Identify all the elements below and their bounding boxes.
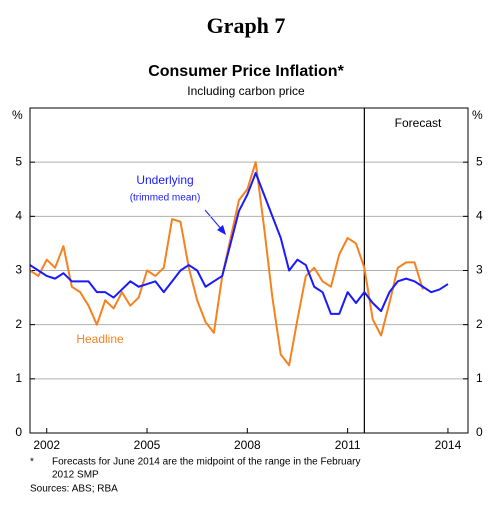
graph-number: Graph 7 [207, 13, 286, 38]
y-tick-label: 0 [476, 425, 483, 439]
sources: Sources: ABS; RBA [30, 484, 118, 495]
y-tick-label: 3 [476, 263, 483, 277]
x-tick-label: 2005 [134, 438, 161, 452]
footnote-line: 2012 SMP [52, 470, 99, 481]
annotation-arrow [204, 209, 223, 231]
y-tick-label: 4 [476, 209, 483, 223]
x-tick-label: 2002 [33, 438, 60, 452]
y-unit-right: % [472, 108, 483, 122]
plot-frame [29, 107, 469, 434]
footnote-line: Forecasts for June 2014 are the midpoint… [52, 457, 361, 468]
y-tick-label: 1 [476, 371, 483, 385]
chart-title: Consumer Price Inflation* [148, 63, 344, 80]
footnote-marker: * [30, 457, 34, 468]
y-tick-label: 2 [15, 317, 22, 331]
forecast-label: Forecast [395, 116, 442, 130]
y-tick-label: 1 [15, 371, 22, 385]
chart-subtitle: Including carbon price [187, 84, 305, 98]
y-tick-label: 2 [476, 317, 483, 331]
y-tick-label: 5 [15, 154, 22, 168]
x-tick-label: 2014 [435, 438, 462, 452]
underlying-label: Underlying [136, 173, 193, 187]
y-tick-label: 5 [476, 154, 483, 168]
y-tick-label: 4 [15, 209, 22, 223]
y-unit-left: % [12, 108, 23, 122]
headline-label: Headline [76, 332, 124, 346]
series-line [29, 172, 449, 315]
y-tick-label: 0 [15, 425, 22, 439]
annotation-arrowhead [217, 225, 226, 235]
x-tick-label: 2008 [234, 438, 261, 452]
y-tick-label: 3 [15, 263, 22, 277]
underlying-note: (trimmed mean) [130, 193, 201, 204]
x-tick-label: 2011 [335, 438, 361, 452]
